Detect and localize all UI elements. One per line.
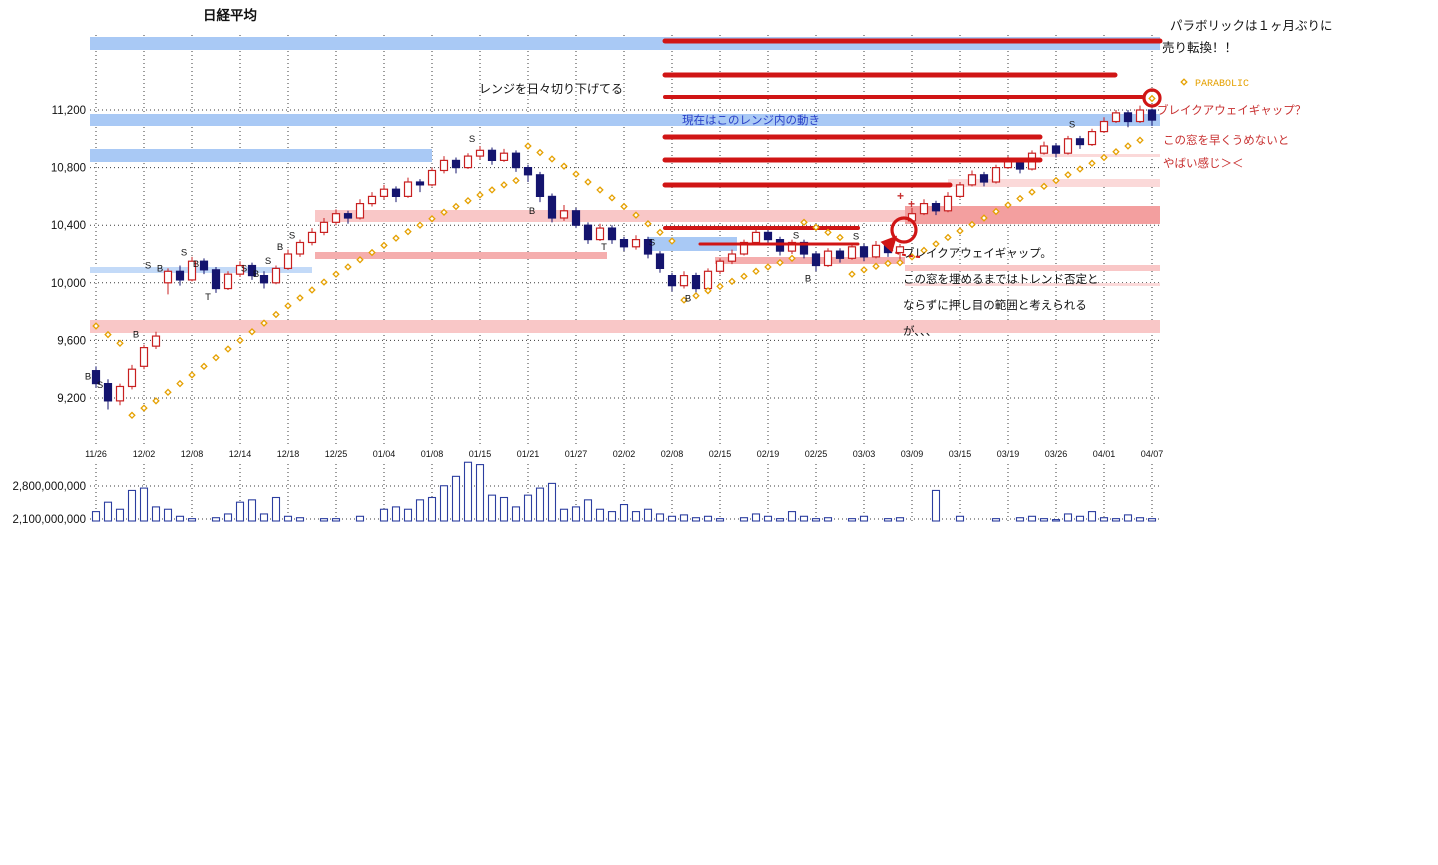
x-axis-date-label: 03/03 <box>853 449 876 459</box>
range-bands-layer <box>90 37 1160 333</box>
svg-text:S: S <box>289 230 295 241</box>
x-axis-date-label: 03/15 <box>949 449 972 459</box>
y-axis-tick-label: 10,000 <box>51 278 86 290</box>
trend-lines-layer <box>662 38 1163 246</box>
x-axis-date-label: 12/18 <box>277 449 300 459</box>
y-axis-tick-label: 10,800 <box>51 163 86 175</box>
x-axis-date-label: 04/07 <box>1141 449 1164 459</box>
volume-axis-tick-label: 2,800,000,000 <box>12 481 86 493</box>
annotation-text: ブレイクアウェイギャップ。 <box>903 246 1052 260</box>
x-axis-date-label: 01/21 <box>517 449 540 459</box>
x-axis-date-label: 01/15 <box>469 449 492 459</box>
annotation-text: パラボリックは１ヶ月ぶりに <box>1170 19 1333 33</box>
annotation-text: やばい感じ＞＜ <box>1163 156 1244 170</box>
x-axis-date-label: 03/19 <box>997 449 1020 459</box>
parabolic-dot-icon <box>1180 78 1188 86</box>
svg-text:S: S <box>97 380 103 391</box>
annotation-text: が、、、 <box>903 324 937 338</box>
highlight-circle <box>890 216 918 244</box>
svg-text:T: T <box>601 242 607 253</box>
x-axis-date-label: 04/01 <box>1093 449 1116 459</box>
volume-layer <box>91 461 1157 522</box>
x-axis-date-label: 12/02 <box>133 449 156 459</box>
svg-text:B: B <box>685 294 691 305</box>
annotation-text: 売り転換！！ <box>1162 40 1237 55</box>
annotation-text: + <box>908 197 915 211</box>
volume-axis-tick-label: 2,100,000,000 <box>12 514 86 526</box>
highlight-circle <box>1142 88 1162 108</box>
svg-text:B: B <box>805 273 811 284</box>
annotation-text: 現在はこのレンジ内の動き <box>682 113 820 127</box>
svg-text:S: S <box>469 134 475 145</box>
svg-text:S: S <box>241 263 247 274</box>
svg-text:S: S <box>1069 119 1075 130</box>
chart-title: 日経平均 <box>203 8 257 23</box>
x-axis-date-label: 03/26 <box>1045 449 1068 459</box>
svg-text:B: B <box>277 242 283 253</box>
x-axis-date-label: 02/15 <box>709 449 732 459</box>
dashed-arrow <box>880 235 921 258</box>
svg-text:B: B <box>157 263 163 274</box>
x-axis-date-label: 03/09 <box>901 449 924 459</box>
x-axis-date-label: 02/25 <box>805 449 828 459</box>
x-axis-date-label: 02/19 <box>757 449 780 459</box>
svg-text:B: B <box>85 371 91 382</box>
x-axis-date-label: 12/25 <box>325 449 348 459</box>
svg-text:S: S <box>265 256 271 267</box>
parabolic-legend: PARABOLIC <box>1180 78 1249 90</box>
annotation-text: この窓を早くうめないと <box>1163 133 1289 147</box>
annotation-text: + <box>897 189 904 203</box>
svg-text:S: S <box>145 261 151 272</box>
svg-text:T: T <box>205 292 211 303</box>
x-axis-date-label: 01/04 <box>373 449 396 459</box>
annotation-text: ならずに押し目の範囲と考えられる <box>903 298 1087 312</box>
parabolic-legend-label: PARABOLIC <box>1195 79 1249 90</box>
parabolic-layer <box>92 94 1156 419</box>
annotation-text: レンジを日々切り下げてる <box>479 82 623 96</box>
svg-text:B: B <box>253 269 259 280</box>
x-axis-date-label: 12/08 <box>181 449 204 459</box>
svg-text:S: S <box>181 248 187 259</box>
svg-text:B: B <box>133 330 139 341</box>
candles-layer <box>91 105 1157 410</box>
axis-labels: 11,200 10,800 10,400 10,000 9,600 9,200 11/26 1… <box>12 105 1163 526</box>
svg-text:B: B <box>193 259 199 270</box>
x-axis-date-label: 01/08 <box>421 449 444 459</box>
y-axis-tick-label: 10,400 <box>51 220 86 232</box>
x-axis-date-label: 01/27 <box>565 449 588 459</box>
svg-text:S: S <box>853 232 859 243</box>
x-axis-date-label: 11/26 <box>85 449 107 459</box>
highlight-circles-layer <box>880 88 1162 258</box>
x-axis-date-label: 02/02 <box>613 449 636 459</box>
x-axis-date-label: 12/14 <box>229 449 252 459</box>
y-axis-tick-label: 9,600 <box>57 335 86 347</box>
annotation-text: この窓を埋めるまではトレンド否定と <box>903 272 1099 286</box>
svg-text:S: S <box>649 237 655 248</box>
annotation-text: ブレイクアウェイギャップ？ <box>1157 103 1306 117</box>
y-axis-tick-label: 9,200 <box>57 393 86 405</box>
svg-text:S: S <box>793 230 799 241</box>
y-axis-tick-label: 11,200 <box>52 105 86 117</box>
svg-text:B: B <box>529 206 535 217</box>
x-axis-date-label: 02/08 <box>661 449 684 459</box>
